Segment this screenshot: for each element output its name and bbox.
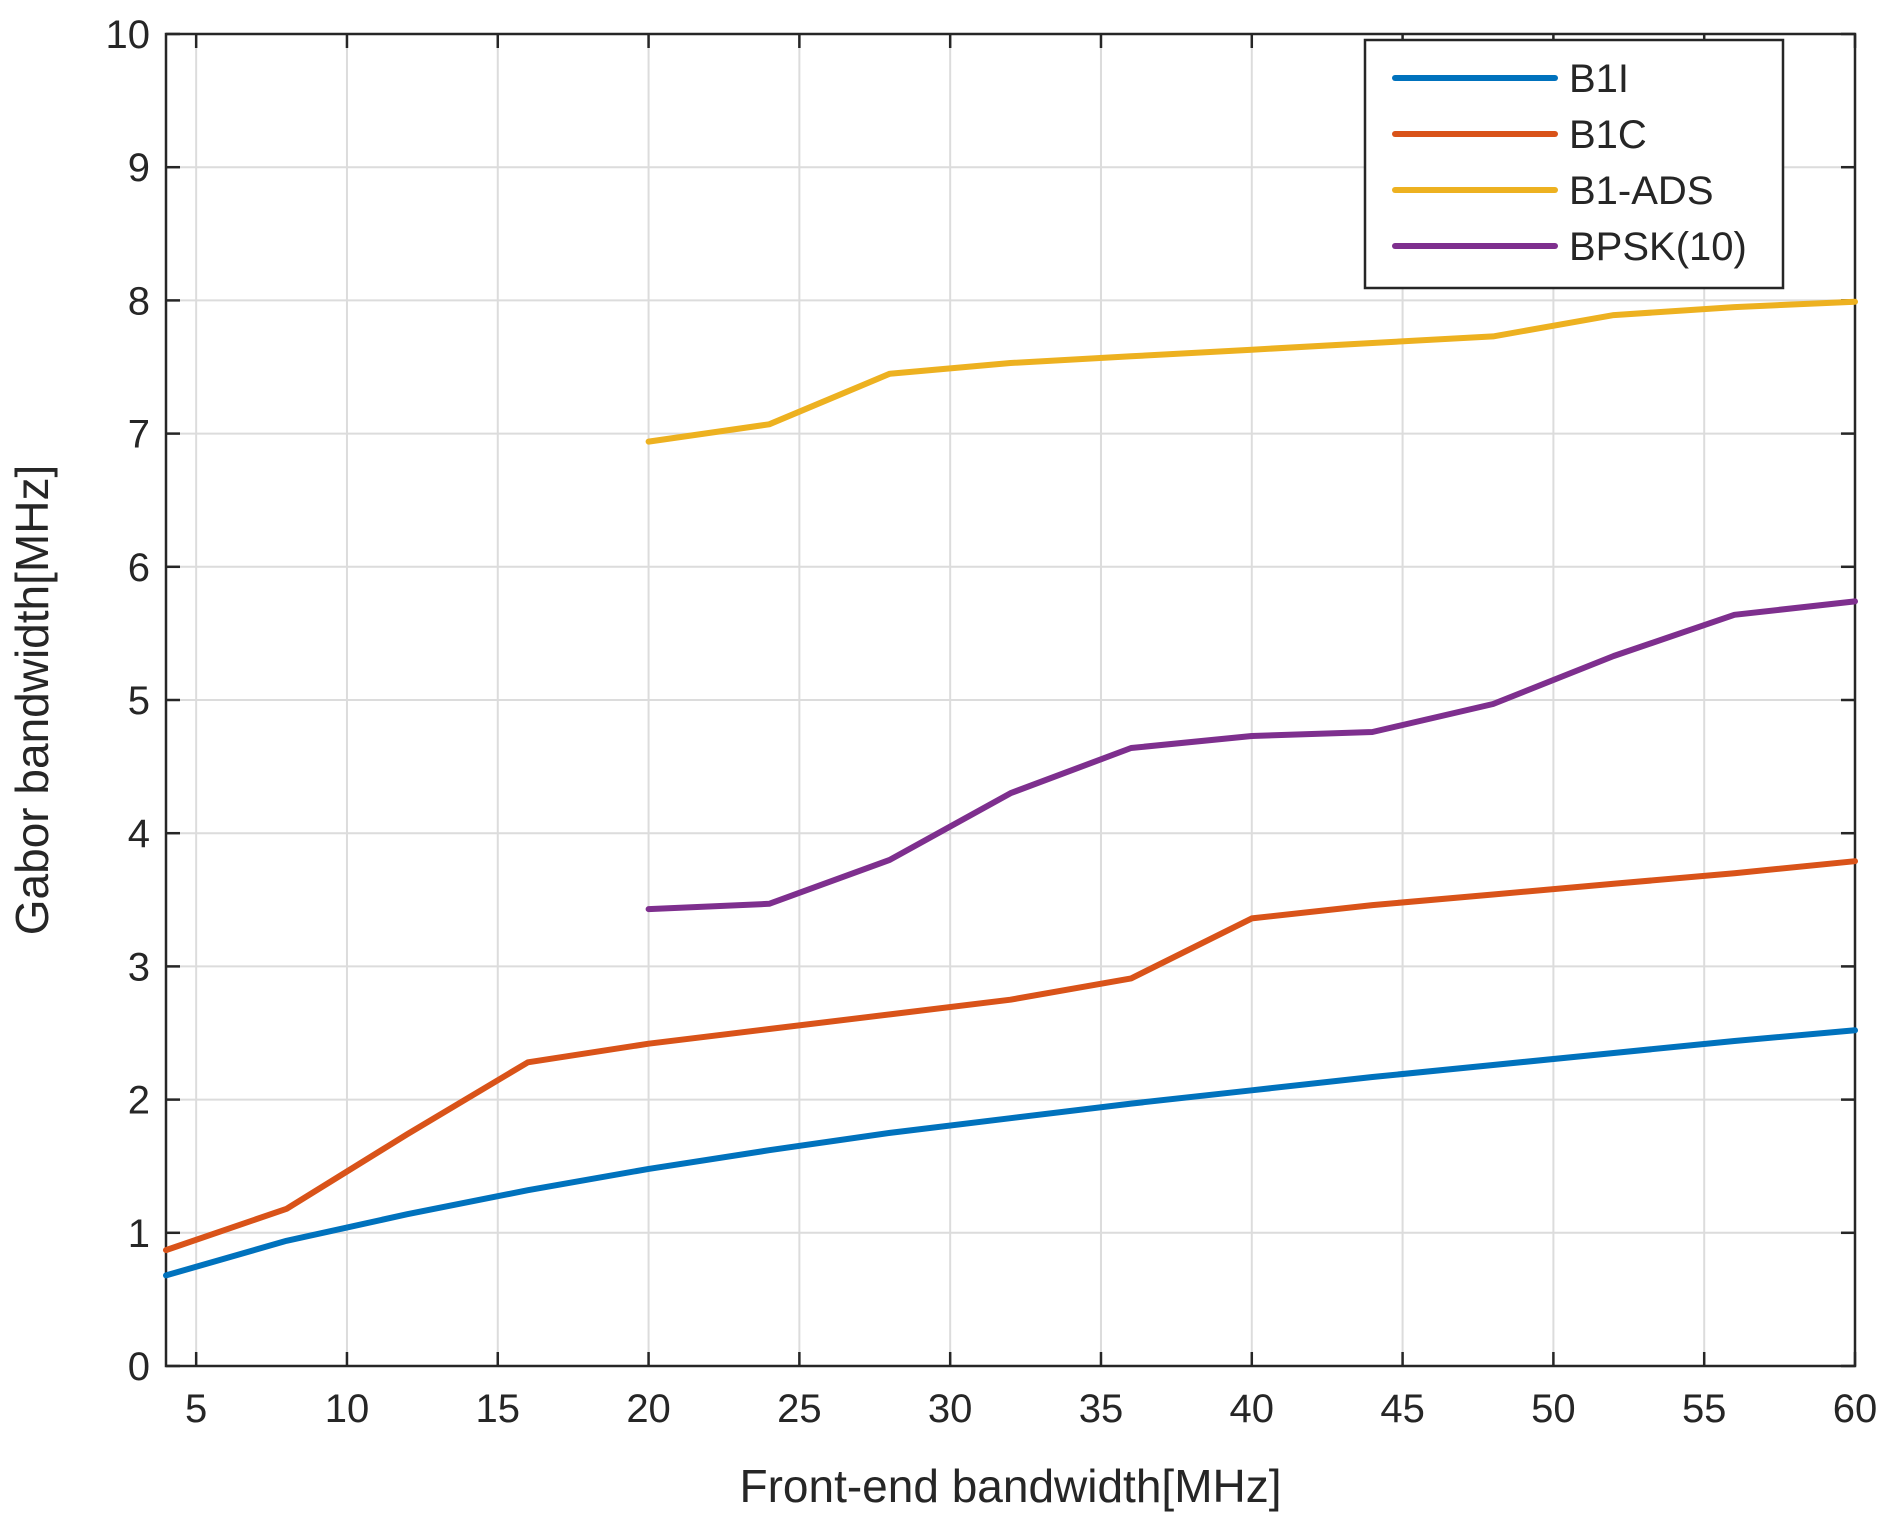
x-tick-label: 25 [777, 1387, 822, 1431]
legend: B1I B1C B1-ADS BPSK(10) [1363, 38, 1785, 290]
y-tick-label: 1 [128, 1212, 150, 1256]
series-line-b1c [163, 858, 1858, 1254]
y-tick-label: 9 [128, 146, 150, 190]
legend-label: B1C [1569, 113, 1647, 157]
x-tick-label: 20 [626, 1387, 671, 1431]
y-tick-label: 4 [128, 812, 150, 856]
x-tick-label: 15 [476, 1387, 521, 1431]
x-tick-label: 30 [928, 1387, 973, 1431]
legend-label: BPSK(10) [1569, 225, 1747, 269]
x-tick-label: 10 [325, 1387, 370, 1431]
x-axis-title: Front-end bandwidth[MHz] [739, 1460, 1281, 1512]
series-line-bpsk-10 [645, 598, 1858, 913]
legend-label: B1I [1569, 57, 1629, 101]
y-tick-label: 2 [128, 1079, 150, 1123]
y-tick-label: 0 [128, 1345, 150, 1389]
legend-label: B1-ADS [1569, 169, 1714, 213]
y-tick-label: 8 [128, 279, 150, 323]
x-tick-label: 50 [1531, 1387, 1576, 1431]
y-tick-label: 7 [128, 413, 150, 457]
series-group [163, 298, 1858, 1279]
y-axis-title: Gabor bandwidth[MHz] [6, 465, 58, 935]
x-tick-label: 45 [1380, 1387, 1425, 1431]
y-tick-label: 10 [106, 13, 151, 57]
x-tick-label: 35 [1079, 1387, 1124, 1431]
x-tick-label: 5 [185, 1387, 207, 1431]
y-tick-label: 3 [128, 945, 150, 989]
series-line-b1i [163, 1027, 1858, 1279]
series-line-b1-ads [645, 298, 1858, 445]
x-tick-label: 60 [1833, 1387, 1878, 1431]
x-tick-label: 40 [1230, 1387, 1275, 1431]
x-tick-label: 55 [1682, 1387, 1727, 1431]
y-tick-label: 6 [128, 546, 150, 590]
y-tick-label: 5 [128, 679, 150, 723]
